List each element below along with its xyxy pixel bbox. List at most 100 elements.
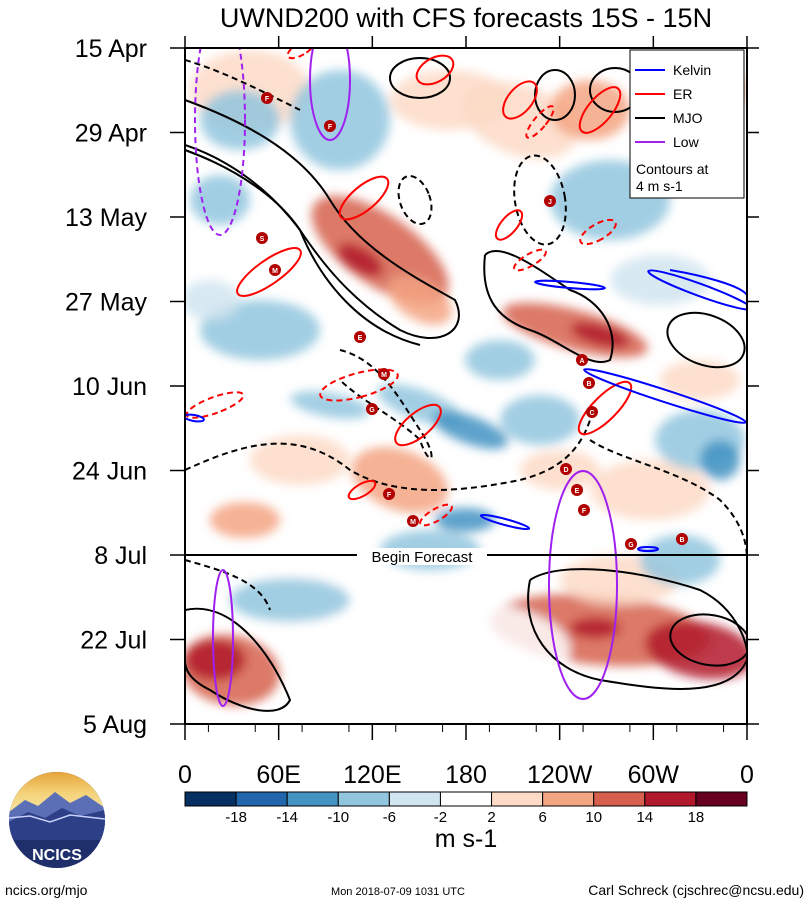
anomaly-blob	[290, 70, 390, 170]
mjo-contour	[666, 311, 746, 369]
anomaly-blob	[432, 411, 508, 449]
legend: Kelvin ER MJO Low Contours at 4 m s-1	[629, 49, 745, 199]
y-tick-label: 5 Aug	[83, 711, 147, 739]
anomaly-blob	[351, 447, 449, 513]
er-contour	[338, 175, 390, 221]
mjo-contour	[397, 174, 433, 226]
storm-marker-icon	[324, 120, 336, 132]
storm-marker-icon	[261, 92, 273, 104]
colorbar-label: -6	[383, 809, 396, 826]
storm-marker-label: M	[410, 519, 416, 526]
x-tick-label: 120W	[527, 761, 593, 789]
storm-marker-icon	[378, 368, 390, 380]
y-tick-label: 29 Apr	[75, 120, 147, 148]
anomaly-blob	[570, 322, 630, 348]
storm-marker: J	[544, 195, 556, 207]
x-tick-label: 180	[445, 761, 487, 789]
kelvin-contour	[479, 513, 531, 531]
colorbar-swatch	[644, 791, 697, 807]
low-contour	[212, 569, 234, 707]
anomaly-blob	[700, 440, 740, 480]
storm-marker-label: B	[586, 381, 591, 388]
colorbar-label: -10	[327, 809, 349, 826]
kelvin-contour	[583, 368, 747, 424]
storm-marker-icon	[576, 354, 588, 366]
storm-marker: D	[560, 463, 572, 475]
storm-marker-label: F	[265, 96, 270, 103]
storm-marker-label: B	[679, 537, 684, 544]
storm-marker-icon	[366, 403, 378, 415]
storm-marker-icon	[560, 463, 572, 475]
anomaly-blob	[185, 280, 240, 320]
storm-marker: C	[586, 406, 598, 418]
anomaly-blob	[185, 640, 245, 680]
er-contour	[577, 380, 633, 436]
forecast-label-bg	[357, 548, 487, 565]
colorbar-units: m s-1	[435, 825, 498, 853]
kelvin-contour	[534, 279, 606, 291]
mjo-contour	[185, 59, 301, 111]
kelvin-contour	[647, 269, 747, 311]
storm-marker: E	[354, 331, 366, 343]
storm-marker-icon	[676, 533, 688, 545]
y-tick-label: 27 May	[65, 289, 147, 317]
axis-ticks	[170, 36, 759, 740]
storm-marker: F	[383, 488, 395, 500]
storm-marker: G	[625, 538, 637, 550]
low-contour	[309, 48, 351, 141]
y-tick-label: 13 May	[65, 204, 147, 232]
storm-marker: M	[269, 264, 281, 276]
storm-marker-label: J	[548, 199, 552, 206]
colorbar-label: 2	[487, 809, 495, 826]
footer-site: ncics.org/mjo	[5, 882, 88, 898]
storm-marker-icon	[583, 377, 595, 389]
anomaly-blob	[390, 70, 510, 130]
anomaly-blob	[640, 535, 720, 585]
storm-marker-icon	[354, 331, 366, 343]
er-contour	[394, 403, 442, 447]
colorbar-swatch	[695, 791, 748, 807]
colorbar-label: -18	[225, 809, 247, 826]
er-contour	[502, 80, 538, 120]
er-contour	[579, 218, 617, 246]
storm-marker-label: F	[582, 508, 587, 515]
storm-marker: A	[576, 354, 588, 366]
storm-marker-icon	[256, 232, 268, 244]
anomaly-blob	[200, 300, 320, 360]
storm-marker-label: S	[260, 236, 265, 243]
colorbar-swatch	[388, 791, 441, 807]
footer-timestamp: Mon 2018-07-09 1031 UTC	[331, 886, 465, 898]
anomaly-blob	[230, 578, 350, 622]
storm-marker: M	[378, 368, 390, 380]
colorbar-label: 14	[636, 809, 653, 826]
storm-marker-icon	[625, 538, 637, 550]
er-contour	[286, 48, 316, 60]
colorbar-swatch	[593, 791, 646, 807]
storm-marker-label: G	[628, 542, 634, 549]
storm-marker-label: F	[387, 492, 392, 499]
legend-label: Low	[673, 134, 700, 150]
y-tick-label: 10 Jun	[72, 373, 147, 401]
er-contour	[494, 209, 524, 241]
chart-title: UWND200 with CFS forecasts 15S - 15N	[220, 3, 712, 33]
storm-marker-label: M	[381, 372, 387, 379]
low-contour	[194, 48, 246, 236]
er-contour	[347, 479, 377, 501]
colorbar-label: 18	[688, 809, 705, 826]
anomaly-blob	[388, 275, 452, 325]
storm-marker-label: A	[579, 358, 584, 365]
mjo-contour	[483, 249, 614, 363]
legend-label: Kelvin	[673, 62, 711, 78]
storm-marker-label: M	[272, 268, 278, 275]
storm-marker: F	[261, 92, 273, 104]
anomaly-blob	[210, 502, 280, 538]
mjo-contour	[589, 439, 747, 561]
mjo-contour	[669, 613, 747, 667]
er-contour	[415, 54, 455, 86]
y-tick-label: 8 Jul	[94, 542, 147, 570]
mjo-contour	[513, 154, 567, 246]
anomaly-blob	[250, 435, 350, 485]
footer-author: Carl Schreck (cjschrec@ncsu.edu)	[588, 882, 804, 898]
storm-marker-icon	[586, 406, 598, 418]
mjo-contour	[185, 559, 271, 611]
